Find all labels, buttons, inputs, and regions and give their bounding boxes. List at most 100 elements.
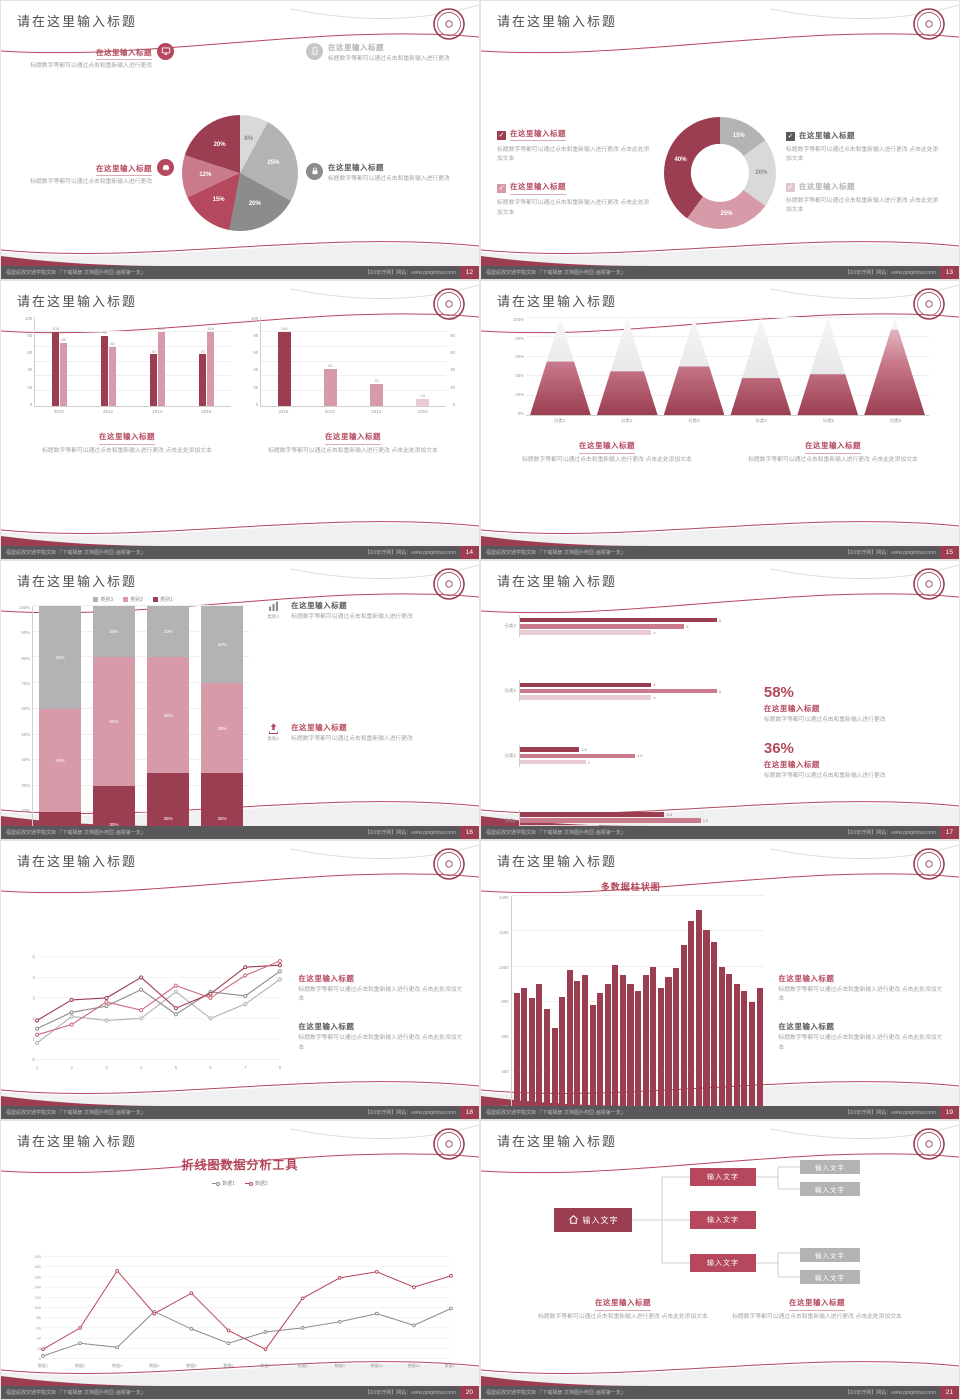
svg-text:2: 2 bbox=[70, 1065, 73, 1070]
callout-text: 标题数字等都可以通过点击和重新输入进行更改 bbox=[328, 55, 450, 62]
slide-footer: 福建船政交通学院文库 「下载相册·文档图片校园·画报第一支」 【XX年开网】网站：… bbox=[481, 546, 959, 559]
page-number: 18 bbox=[459, 1106, 479, 1119]
chart-title: 多数据柱状图 bbox=[600, 882, 661, 892]
footer-right-text: 【XX年开网】网站：www.pptgimtus.com bbox=[844, 1110, 936, 1116]
node-label: 输入文字 bbox=[815, 1187, 845, 1194]
page-number: 19 bbox=[939, 1106, 959, 1119]
footer-right-text: 【XX年开网】网站：www.pptgimtus.com bbox=[844, 830, 936, 836]
block-title: 在这里输入标题 bbox=[778, 973, 835, 983]
slide-stacked-bar[interactable]: 请在这里输入标题 类别3 类别2 类别1 100% 90% 80% 70% 60% 50% 40… bbox=[1, 561, 479, 839]
svg-text:3: 3 bbox=[105, 1065, 108, 1070]
node-label: 输入文字 bbox=[707, 1260, 739, 1267]
bar-chart-icon bbox=[267, 600, 280, 613]
slide-double-bar-charts[interactable]: 请在这里输入标题 100 80 60 40 20 0 100 85 95 80 70 100 70 100… bbox=[1, 281, 479, 559]
slide-footer: 福建船政交通学院文库 「下载相册·文档图片校园·画报第一支」 【XX年开网】网站：… bbox=[1, 1386, 479, 1399]
text-block: 在这里输入标题 标题数字等都可以通过点击和重新输入进行更改 点击此处添加文本 bbox=[731, 435, 935, 465]
checkbox-checked-icon[interactable] bbox=[497, 131, 506, 141]
school-seal-logo bbox=[432, 847, 466, 881]
footer-right-text: 【XX年开网】网站：www.pptgimtus.com bbox=[844, 550, 936, 556]
svg-text:60: 60 bbox=[37, 1325, 42, 1330]
svg-text:数据3: 数据3 bbox=[112, 1362, 123, 1368]
flow-node[interactable]: 输入文字 bbox=[690, 1254, 756, 1272]
slide-line-analysis[interactable]: 请在这里输入标题 折线图数据分析工具 数据1 数据2 0 20 40 60 80 100 12… bbox=[1, 1121, 479, 1399]
slide-pie-infographic[interactable]: 请在这里输入标题 在这里输入标题 标题数字等都可以通过点击和重新输入进行更改 在这… bbox=[1, 1, 479, 279]
bar-chart: 100 80 60 40 20 0 100 50 30 10 2016 2014 2012 2010 100… bbox=[251, 316, 455, 414]
page-number: 20 bbox=[459, 1386, 479, 1399]
feature-label: 类别2 bbox=[267, 735, 279, 741]
slide-title: 请在这里输入标题 bbox=[497, 294, 618, 309]
chart-title: 折线图数据分析工具 bbox=[181, 1158, 299, 1172]
flow-node[interactable]: 输入文字 bbox=[800, 1182, 860, 1196]
svg-text:数据8: 数据8 bbox=[297, 1362, 308, 1368]
svg-text:140: 140 bbox=[34, 1285, 41, 1290]
callout-title: 在这里输入标题 bbox=[96, 163, 152, 177]
bottom-swoosh-decoration bbox=[1, 521, 479, 546]
item-title: 在这里输入标题 bbox=[510, 181, 566, 195]
footer-left-text: 福建船政交通学院文库 「下载相册·文档图片校园·画报第一支」 bbox=[6, 550, 146, 556]
svg-text:20: 20 bbox=[37, 1346, 42, 1351]
feature-item: 类别3 在这里输入标题 标题数字等都可以通过点击和重新输入进行更改 bbox=[261, 600, 463, 623]
callout-title: 在这里输入标题 bbox=[96, 47, 152, 61]
feature-label: 类别3 bbox=[267, 614, 279, 619]
block-text: 标题数字等都可以通过点击和重新输入进行更改 点击此处添加文本 bbox=[732, 1313, 902, 1320]
item-text: 标题数字等都可以通过点击和重新输入进行更改 点击此处添加文本 bbox=[497, 200, 650, 216]
home-node[interactable]: 输入文字 bbox=[554, 1208, 632, 1232]
arrow-up-icon bbox=[267, 722, 280, 735]
slide-horizontal-bar[interactable]: 请在这里输入标题 分类4 6 5 4 分类3 4 6 4 分类2 1.8 3.5 2 分类1 4.4 5.5… bbox=[481, 561, 959, 839]
svg-text:180: 180 bbox=[34, 1264, 41, 1269]
block-text: 标题数字等都可以通过点击和重新输入进行更改 点击此处添加文本 bbox=[778, 1035, 943, 1051]
footer-left-text: 福建船政交通学院文库 「下载相册·文档图片校园·画报第一支」 bbox=[6, 1390, 146, 1396]
flow-node[interactable]: 输入文字 bbox=[690, 1211, 756, 1229]
feature-text: 标题数字等都可以通过点击和重新输入进行更改 bbox=[291, 614, 413, 620]
svg-text:1: 1 bbox=[36, 1065, 39, 1070]
text-block: 在这里输入标题 标题数字等都可以通过点击和重新输入进行更改 点击此处添加文本 bbox=[251, 426, 455, 456]
node-label: 输入文字 bbox=[707, 1217, 739, 1224]
stat-title: 在这里输入标题 bbox=[763, 704, 820, 714]
text-block: 在这里输入标题 标题数字等都可以通过点击和重新输入进行更改 点击此处添加文本 bbox=[731, 1292, 903, 1322]
flow-node[interactable]: 输入文字 bbox=[690, 1168, 756, 1186]
stat-title: 在这里输入标题 bbox=[763, 760, 820, 769]
svg-text:数据1: 数据1 bbox=[38, 1362, 49, 1368]
flow-node[interactable]: 输入文字 bbox=[800, 1160, 860, 1174]
donut-chart: 15% 20% 25% 40% bbox=[664, 117, 776, 229]
svg-text:1: 1 bbox=[32, 1037, 35, 1042]
flow-node[interactable]: 输入文字 bbox=[800, 1248, 860, 1262]
callout-text: 标题数字等都可以通过点击和重新输入进行更改 bbox=[30, 179, 152, 186]
slide-pyramid-chart[interactable]: 请在这里输入标题 100% 80% 60% 40% 20% 0% 分类1 分类2 分类3 分类4 分… bbox=[481, 281, 959, 559]
block-title: 在这里输入标题 bbox=[778, 1022, 835, 1031]
school-seal-logo bbox=[912, 287, 946, 321]
checkbox-checked-icon[interactable] bbox=[786, 183, 795, 192]
feature-title: 在这里输入标题 bbox=[291, 722, 348, 732]
stacked-bar-chart: 100%90%80%70%60%50%40%30%20%10%0%20%40%4… bbox=[17, 605, 250, 839]
callout-text: 标题数字等都可以通过点击和重新输入进行更改 bbox=[30, 63, 152, 70]
footer-right-text: 【XX年开网】网站：www.pptgimtus.com bbox=[364, 550, 456, 556]
footer-left-text: 福建船政交通学院文库 「下载相册·文档图片校园·画报第一支」 bbox=[6, 830, 146, 836]
school-seal-logo bbox=[432, 287, 466, 321]
block-title: 在这里输入标题 bbox=[298, 1022, 355, 1031]
text-block: 在这里输入标题 标题数字等都可以通过点击和重新输入进行更改 点击此处添加文本 bbox=[505, 435, 709, 465]
svg-text:数据12: 数据12 bbox=[445, 1362, 455, 1368]
flow-node[interactable]: 输入文字 bbox=[800, 1270, 860, 1284]
slide-column-chart[interactable]: 请在这里输入标题 多数据柱状图 140012001000800600400200… bbox=[481, 841, 959, 1119]
school-seal-logo bbox=[912, 1127, 946, 1161]
slide-title: 请在这里输入标题 bbox=[17, 1134, 138, 1149]
stat-value: 36% bbox=[763, 740, 794, 757]
multi-bar-chart: 1400120010008006004002000123456789101112… bbox=[497, 895, 765, 1119]
block-title: 在这里输入标题 bbox=[595, 1297, 651, 1311]
footer-right-text: 【XX年开网】网站：www.pptgimtus.com bbox=[364, 830, 456, 836]
page-number: 13 bbox=[939, 266, 959, 279]
footer-left-text: 福建船政交通学院文库 「下载相册·文档图片校园·画报第一支」 bbox=[486, 550, 626, 556]
block-text: 标题数字等都可以通过点击和重新输入进行更改 点击此处添加文本 bbox=[538, 1313, 708, 1320]
school-seal-logo bbox=[912, 567, 946, 601]
checkbox-checked-icon[interactable] bbox=[497, 184, 506, 194]
slide-flow-diagram[interactable]: 请在这里输入标题 输入文字 输入文字 输入文字 输入文字 输入文字 输入文字 输… bbox=[481, 1121, 959, 1399]
page-number: 12 bbox=[459, 266, 479, 279]
block-title: 在这里输入标题 bbox=[325, 431, 381, 445]
checkbox-checked-icon[interactable] bbox=[786, 132, 795, 142]
block-text: 标题数字等都可以通过点击和重新输入进行更改 点击此处添加文本 bbox=[778, 986, 943, 1003]
